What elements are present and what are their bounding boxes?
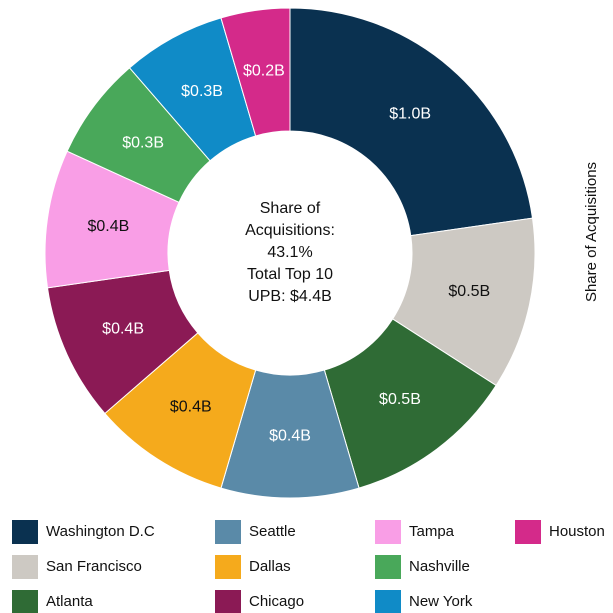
legend-swatch — [375, 590, 401, 613]
legend-label: Washington D.C — [46, 523, 155, 540]
value-label: $0.4B — [87, 218, 129, 235]
value-label: $0.5B — [379, 391, 421, 408]
legend-label: Dallas — [249, 558, 291, 575]
center-text: Acquisitions: — [245, 222, 335, 239]
value-label: $0.2B — [243, 63, 285, 80]
value-label: $0.3B — [181, 83, 223, 100]
legend-swatch — [375, 555, 401, 579]
legend-label: Atlanta — [46, 593, 93, 610]
legend-swatch — [375, 520, 401, 544]
legend-swatch — [215, 555, 241, 579]
donut-segment — [220, 7, 291, 137]
legend-label: Nashville — [409, 558, 470, 575]
value-label: $0.4B — [102, 320, 144, 337]
center-text: UPB: $4.4B — [248, 288, 332, 305]
legend-swatch — [515, 520, 541, 544]
legend-swatch — [12, 555, 38, 579]
legend-swatch — [12, 590, 38, 613]
value-label: $0.4B — [269, 428, 311, 445]
donut-segment — [289, 7, 534, 237]
center-text: Share of — [260, 200, 321, 217]
value-label: $1.0B — [389, 106, 431, 123]
legend-swatch — [215, 520, 241, 544]
legend-label: Seattle — [249, 523, 296, 540]
y-axis-label: Share of Acquisitions — [583, 162, 600, 302]
value-label: $0.3B — [122, 134, 164, 151]
legend-label: New York — [409, 593, 473, 610]
legend-swatch — [215, 590, 241, 613]
legend-label: Tampa — [409, 523, 455, 540]
legend-label: San Francisco — [46, 558, 142, 575]
center-text: 43.1% — [267, 244, 312, 261]
center-text: Total Top 10 — [247, 266, 333, 283]
legend-label: Houston — [549, 523, 605, 540]
legend-label: Chicago — [249, 593, 304, 610]
value-label: $0.4B — [170, 399, 212, 416]
legend-swatch — [12, 520, 38, 544]
value-label: $0.5B — [448, 283, 490, 300]
